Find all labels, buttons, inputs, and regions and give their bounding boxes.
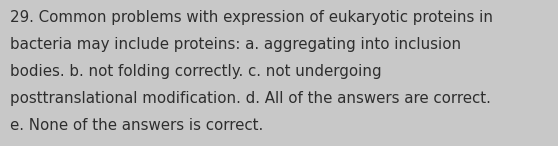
Text: bodies. b. not folding correctly. c. not undergoing: bodies. b. not folding correctly. c. not…	[10, 64, 382, 79]
Text: e. None of the answers is correct.: e. None of the answers is correct.	[10, 118, 263, 133]
Text: bacteria may include proteins: a. aggregating into inclusion: bacteria may include proteins: a. aggreg…	[10, 37, 461, 52]
Text: 29. Common problems with expression of eukaryotic proteins in: 29. Common problems with expression of e…	[10, 10, 493, 25]
Text: posttranslational modification. d. All of the answers are correct.: posttranslational modification. d. All o…	[10, 91, 491, 106]
